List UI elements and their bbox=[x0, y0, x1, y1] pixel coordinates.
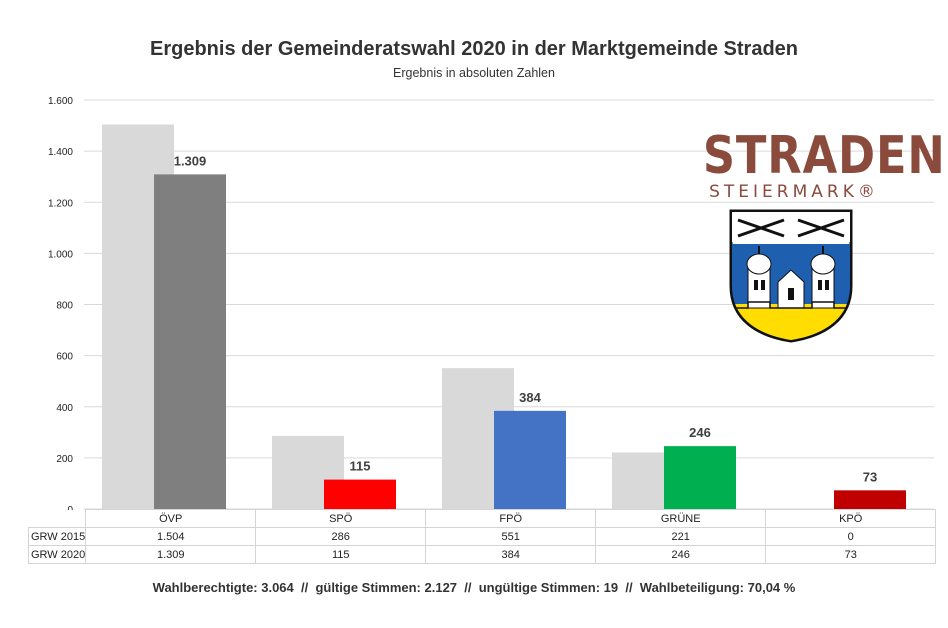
y-tick-label: 200 bbox=[56, 454, 73, 465]
chart-title: Ergebnis der Gemeinderatswahl 2020 in de… bbox=[150, 38, 798, 60]
y-tick-label: 400 bbox=[56, 403, 73, 414]
data-label: 73 bbox=[863, 469, 877, 484]
table-row-label: GRW 2020 bbox=[27, 545, 87, 564]
table-header-row: ÖVP SPÖ FPÖ GRÜNE KPÖ bbox=[29, 509, 937, 528]
logo-subline: STEIERMARK® bbox=[709, 182, 879, 202]
table-header-cell: FPÖ bbox=[425, 509, 597, 528]
straden-logo: STRADEN STEIERMARK® bbox=[688, 126, 946, 356]
table-header-cell: GRÜNE bbox=[595, 509, 767, 528]
table-cell: 115 bbox=[255, 545, 427, 564]
y-tick-label: 600 bbox=[56, 352, 73, 363]
logo-wordmark: STRADEN bbox=[702, 126, 946, 186]
bar-grw-2020 bbox=[324, 479, 396, 509]
table-cell: 221 bbox=[595, 527, 767, 546]
y-tick-label: 0 bbox=[67, 505, 73, 510]
bar-grw-2020 bbox=[494, 410, 566, 509]
bar-chart: 0 200 400 600 800 1.000 1.200 1.400 1.600 1.309 11… bbox=[48, 96, 934, 510]
chart-subtitle: Ergebnis in absoluten Zahlen bbox=[393, 66, 555, 80]
data-label: 384 bbox=[519, 390, 541, 405]
data-label: 115 bbox=[350, 459, 371, 474]
table-cell: 246 bbox=[595, 545, 767, 564]
table-row: GRW 2015 1.504 286 551 221 0 bbox=[27, 527, 937, 546]
data-table: ÖVP SPÖ FPÖ GRÜNE KPÖ GRW 2015 1.504 286… bbox=[27, 509, 937, 564]
bar-grw-2020 bbox=[664, 446, 736, 509]
y-tick-label: 1.400 bbox=[48, 147, 73, 158]
table-header-cell: SPÖ bbox=[255, 509, 427, 528]
table-cell: 0 bbox=[765, 527, 937, 546]
data-label: 246 bbox=[689, 425, 711, 440]
bar-grw-2020 bbox=[154, 174, 226, 509]
table-row-label: GRW 2015 bbox=[27, 527, 87, 546]
y-tick-label: 1.000 bbox=[48, 249, 73, 260]
y-tick-label: 1.200 bbox=[48, 198, 73, 209]
table-cell: 384 bbox=[425, 545, 597, 564]
y-tick-label: 800 bbox=[56, 301, 73, 312]
table-header-cell: KPÖ bbox=[765, 509, 937, 528]
coat-of-arms-icon bbox=[729, 209, 853, 343]
y-tick-label: 1.600 bbox=[48, 96, 73, 107]
table-cell: 1.504 bbox=[85, 527, 257, 546]
table-header-cell: ÖVP bbox=[85, 509, 257, 528]
table-cell: 1.309 bbox=[85, 545, 257, 564]
table-row: GRW 2020 1.309 115 384 246 73 bbox=[27, 545, 937, 564]
table-corner bbox=[29, 510, 86, 528]
election-summary: Wahlberechtigte: 3.064 // gültige Stimme… bbox=[152, 580, 796, 595]
data-label: 1.309 bbox=[174, 153, 207, 168]
bar-grw-2020 bbox=[834, 490, 906, 509]
table-cell: 73 bbox=[765, 545, 937, 564]
table-cell: 286 bbox=[255, 527, 427, 546]
table-cell: 551 bbox=[425, 527, 597, 546]
